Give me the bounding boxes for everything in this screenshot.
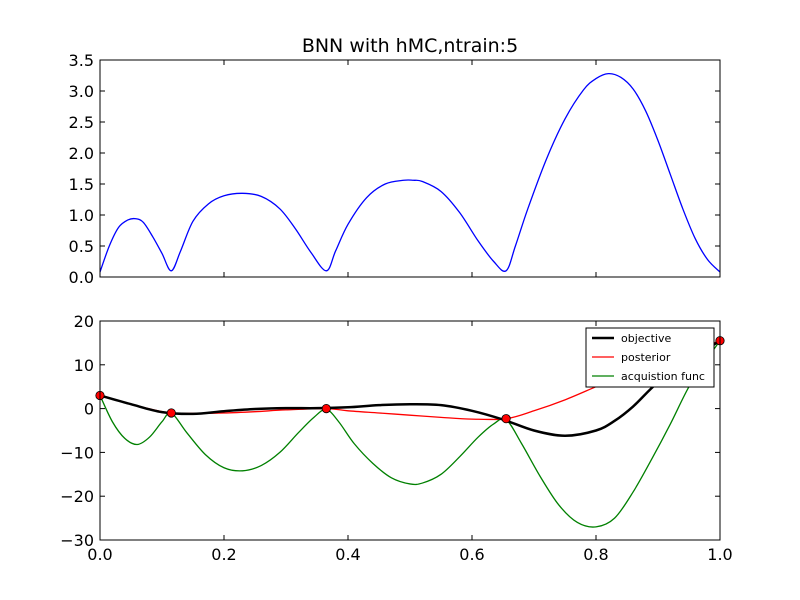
y-tick-label: 2.0 <box>69 144 94 163</box>
y-tick-label: 10 <box>74 356 94 375</box>
y-tick-label: 0.5 <box>69 237 94 256</box>
bottom-axes-ticks: 20 10 0 −10 −20 −300.0 0.2 0.4 0.6 0.8 1.0 <box>60 312 732 564</box>
series-line-objective <box>100 339 720 438</box>
chart-title: BNN with hMC,ntrain:5 <box>302 35 518 57</box>
top-axes-frame <box>99 59 721 278</box>
legend-label-acquisition: acquistion func <box>621 370 705 383</box>
legend-label-posterior: posterior <box>621 351 671 364</box>
top-plot-series <box>99 72 721 273</box>
y-tick-label: −30 <box>60 531 94 550</box>
x-tick-label: 0.8 <box>583 545 608 564</box>
y-tick-label: 0.0 <box>69 268 94 287</box>
series-line-0 <box>99 72 721 273</box>
bottom-axes-frame <box>99 320 721 541</box>
y-tick-label: 3.0 <box>69 82 94 101</box>
training-point-marker <box>321 403 331 414</box>
y-tick-label: 20 <box>74 312 94 331</box>
top-axes-ticks: 0.0 0.5 1.0 1.5 2.0 2.5 3.0 3.5 <box>69 51 721 287</box>
y-tick-label: 1.5 <box>69 175 94 194</box>
x-tick-label: 0.2 <box>211 545 236 564</box>
y-tick-label: −10 <box>60 443 94 462</box>
legend: objective posterior acquistion func <box>585 327 715 388</box>
y-tick-label: −20 <box>60 487 94 506</box>
x-tick-label: 0.4 <box>335 545 360 564</box>
x-tick-label: 1.0 <box>707 545 732 564</box>
legend-label-objective: objective <box>621 332 671 345</box>
y-tick-label: 3.5 <box>69 51 94 70</box>
training-point-marker <box>501 414 511 424</box>
x-tick-label: 0.6 <box>459 545 484 564</box>
training-point-marker <box>166 408 176 418</box>
series-line-acquistion-func <box>100 340 720 528</box>
y-tick-label: 0 <box>84 400 94 419</box>
y-tick-label: 1.0 <box>69 206 94 225</box>
x-tick-label: 0.0 <box>87 545 112 564</box>
y-tick-label: 2.5 <box>69 113 94 132</box>
